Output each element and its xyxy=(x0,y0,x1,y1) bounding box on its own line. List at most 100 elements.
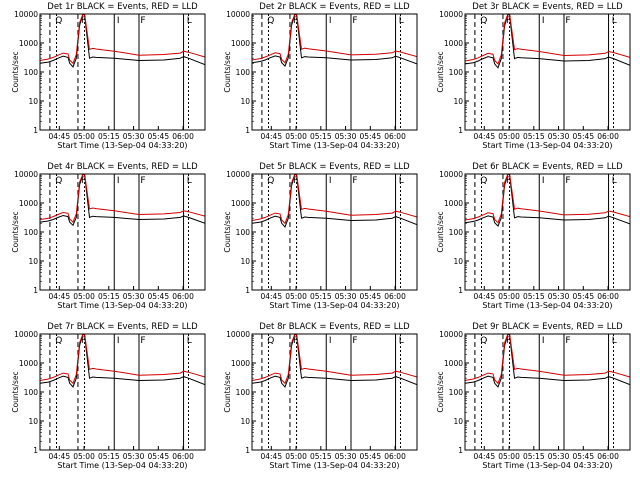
y-tick-label: 10 xyxy=(28,257,38,266)
y-tick-label: 10000 xyxy=(226,10,250,19)
x-tick-label: 05:15 xyxy=(98,452,120,461)
y-tick-label: 1 xyxy=(33,446,38,455)
y-tick-label: 100 xyxy=(236,388,251,397)
flag-marker: I xyxy=(329,336,332,346)
flag-marker: Q xyxy=(267,336,274,346)
x-tick-label: 06:00 xyxy=(384,132,406,141)
x-tick-label: 06:00 xyxy=(597,132,619,141)
y-axis-label: Counts/sec xyxy=(436,51,445,92)
x-tick-label: 06:00 xyxy=(172,452,194,461)
y-tick-label: 10000 xyxy=(439,170,463,179)
flag-marker: F xyxy=(565,176,570,186)
series-lld-line xyxy=(40,174,205,223)
flag-marker: L xyxy=(399,336,404,346)
x-tick-label: 04:45 xyxy=(473,132,495,141)
panel-title: Det 7r BLACK = Events, RED = LLD xyxy=(47,322,198,332)
panel-title: Det 9r BLACK = Events, RED = LLD xyxy=(472,322,623,332)
flag-marker: F xyxy=(140,16,145,26)
x-tick-label: 05:30 xyxy=(548,292,570,301)
x-tick-label: 05:00 xyxy=(285,132,307,141)
x-tick-label: 05:45 xyxy=(572,132,594,141)
flag-marker: F xyxy=(352,336,357,346)
panel-det-3: Det 3r BLACK = Events, RED = LLD Q F I F L 1 10… xyxy=(436,2,631,150)
y-tick-label: 10000 xyxy=(14,10,38,19)
y-tick-label: 10000 xyxy=(14,330,38,339)
y-tick-label: 10 xyxy=(240,257,250,266)
flag-marker: L xyxy=(612,336,617,346)
x-tick-label: 05:45 xyxy=(147,292,169,301)
x-tick-label: 06:00 xyxy=(172,292,194,301)
y-tick-label: 1000 xyxy=(444,359,463,368)
flag-marker: L xyxy=(612,16,617,26)
x-tick-label: 05:15 xyxy=(523,292,545,301)
y-axis-label: Counts/sec xyxy=(436,211,445,252)
flag-marker: I xyxy=(542,176,545,186)
flag-marker: Q xyxy=(55,16,62,26)
y-tick-label: 1 xyxy=(458,126,463,135)
y-tick-label: 1000 xyxy=(231,359,250,368)
x-tick-label: 05:00 xyxy=(498,452,520,461)
flag-marker: F xyxy=(352,16,357,26)
y-tick-label: 1 xyxy=(245,286,250,295)
y-tick-label: 1 xyxy=(458,446,463,455)
x-tick-label: 05:00 xyxy=(73,452,95,461)
flag-marker: F xyxy=(140,176,145,186)
y-tick-label: 1000 xyxy=(19,39,38,48)
x-tick-label: 04:45 xyxy=(473,452,495,461)
x-tick-label: 05:45 xyxy=(147,132,169,141)
x-tick-label: 05:30 xyxy=(548,452,570,461)
x-tick-label: 05:45 xyxy=(147,452,169,461)
x-axis-label: Start Time (13-Sep-04 04:33:20) xyxy=(269,301,399,310)
flag-marker: L xyxy=(399,16,404,26)
flag-marker: F xyxy=(506,336,511,346)
x-tick-label: 05:00 xyxy=(285,452,307,461)
x-tick-label: 05:45 xyxy=(359,292,381,301)
y-tick-label: 100 xyxy=(24,68,39,77)
y-tick-label: 100 xyxy=(236,228,251,237)
x-tick-label: 04:45 xyxy=(260,132,282,141)
flag-marker: F xyxy=(81,336,86,346)
series-lld-line xyxy=(40,334,205,385)
y-tick-label: 10000 xyxy=(226,330,250,339)
panel-title: Det 1r BLACK = Events, RED = LLD xyxy=(47,2,198,12)
plot-frame xyxy=(251,13,418,131)
x-axis-label: Start Time (13-Sep-04 04:33:20) xyxy=(482,141,612,150)
series-lld-line xyxy=(465,334,630,385)
series-events-line xyxy=(40,14,205,68)
panel-det-5: Det 5r BLACK = Events, RED = LLD Q F I F L 1 10… xyxy=(223,162,418,310)
flag-marker: I xyxy=(329,176,332,186)
panel-title: Det 8r BLACK = Events, RED = LLD xyxy=(259,322,410,332)
x-tick-label: 05:15 xyxy=(98,132,120,141)
y-tick-label: 1 xyxy=(245,126,250,135)
flag-marker: F xyxy=(293,16,298,26)
series-events-line xyxy=(252,174,417,228)
panel-det-2: Det 2r BLACK = Events, RED = LLD Q F I F L 1 10… xyxy=(223,2,418,150)
series-events-line xyxy=(465,174,630,228)
x-tick-label: 04:45 xyxy=(48,292,70,301)
y-axis-label: Counts/sec xyxy=(436,371,445,412)
x-tick-label: 06:00 xyxy=(384,292,406,301)
x-tick-label: 05:30 xyxy=(123,292,145,301)
x-tick-label: 05:00 xyxy=(73,132,95,141)
y-tick-label: 10000 xyxy=(226,170,250,179)
x-tick-label: 06:00 xyxy=(172,132,194,141)
panel-det-9: Det 9r BLACK = Events, RED = LLD Q F I F L 1 10… xyxy=(436,322,631,470)
y-tick-label: 1000 xyxy=(444,39,463,48)
y-tick-label: 1000 xyxy=(19,199,38,208)
x-tick-label: 04:45 xyxy=(48,452,70,461)
x-tick-label: 05:15 xyxy=(310,452,332,461)
y-axis-label: Counts/sec xyxy=(11,211,20,252)
plot-frame xyxy=(39,173,206,291)
x-tick-label: 05:15 xyxy=(98,292,120,301)
y-tick-label: 100 xyxy=(236,68,251,77)
flag-marker: L xyxy=(612,176,617,186)
series-events-line xyxy=(465,14,630,69)
series-events-line xyxy=(40,334,205,388)
x-tick-label: 05:45 xyxy=(359,132,381,141)
panel-det-1: Det 1r BLACK = Events, RED = LLD Q F I F L 1 10… xyxy=(11,2,206,150)
plot-frame xyxy=(251,333,418,451)
x-axis-label: Start Time (13-Sep-04 04:33:20) xyxy=(269,141,399,150)
x-tick-label: 05:30 xyxy=(335,292,357,301)
y-tick-label: 10000 xyxy=(14,170,38,179)
plot-frame xyxy=(464,333,631,451)
